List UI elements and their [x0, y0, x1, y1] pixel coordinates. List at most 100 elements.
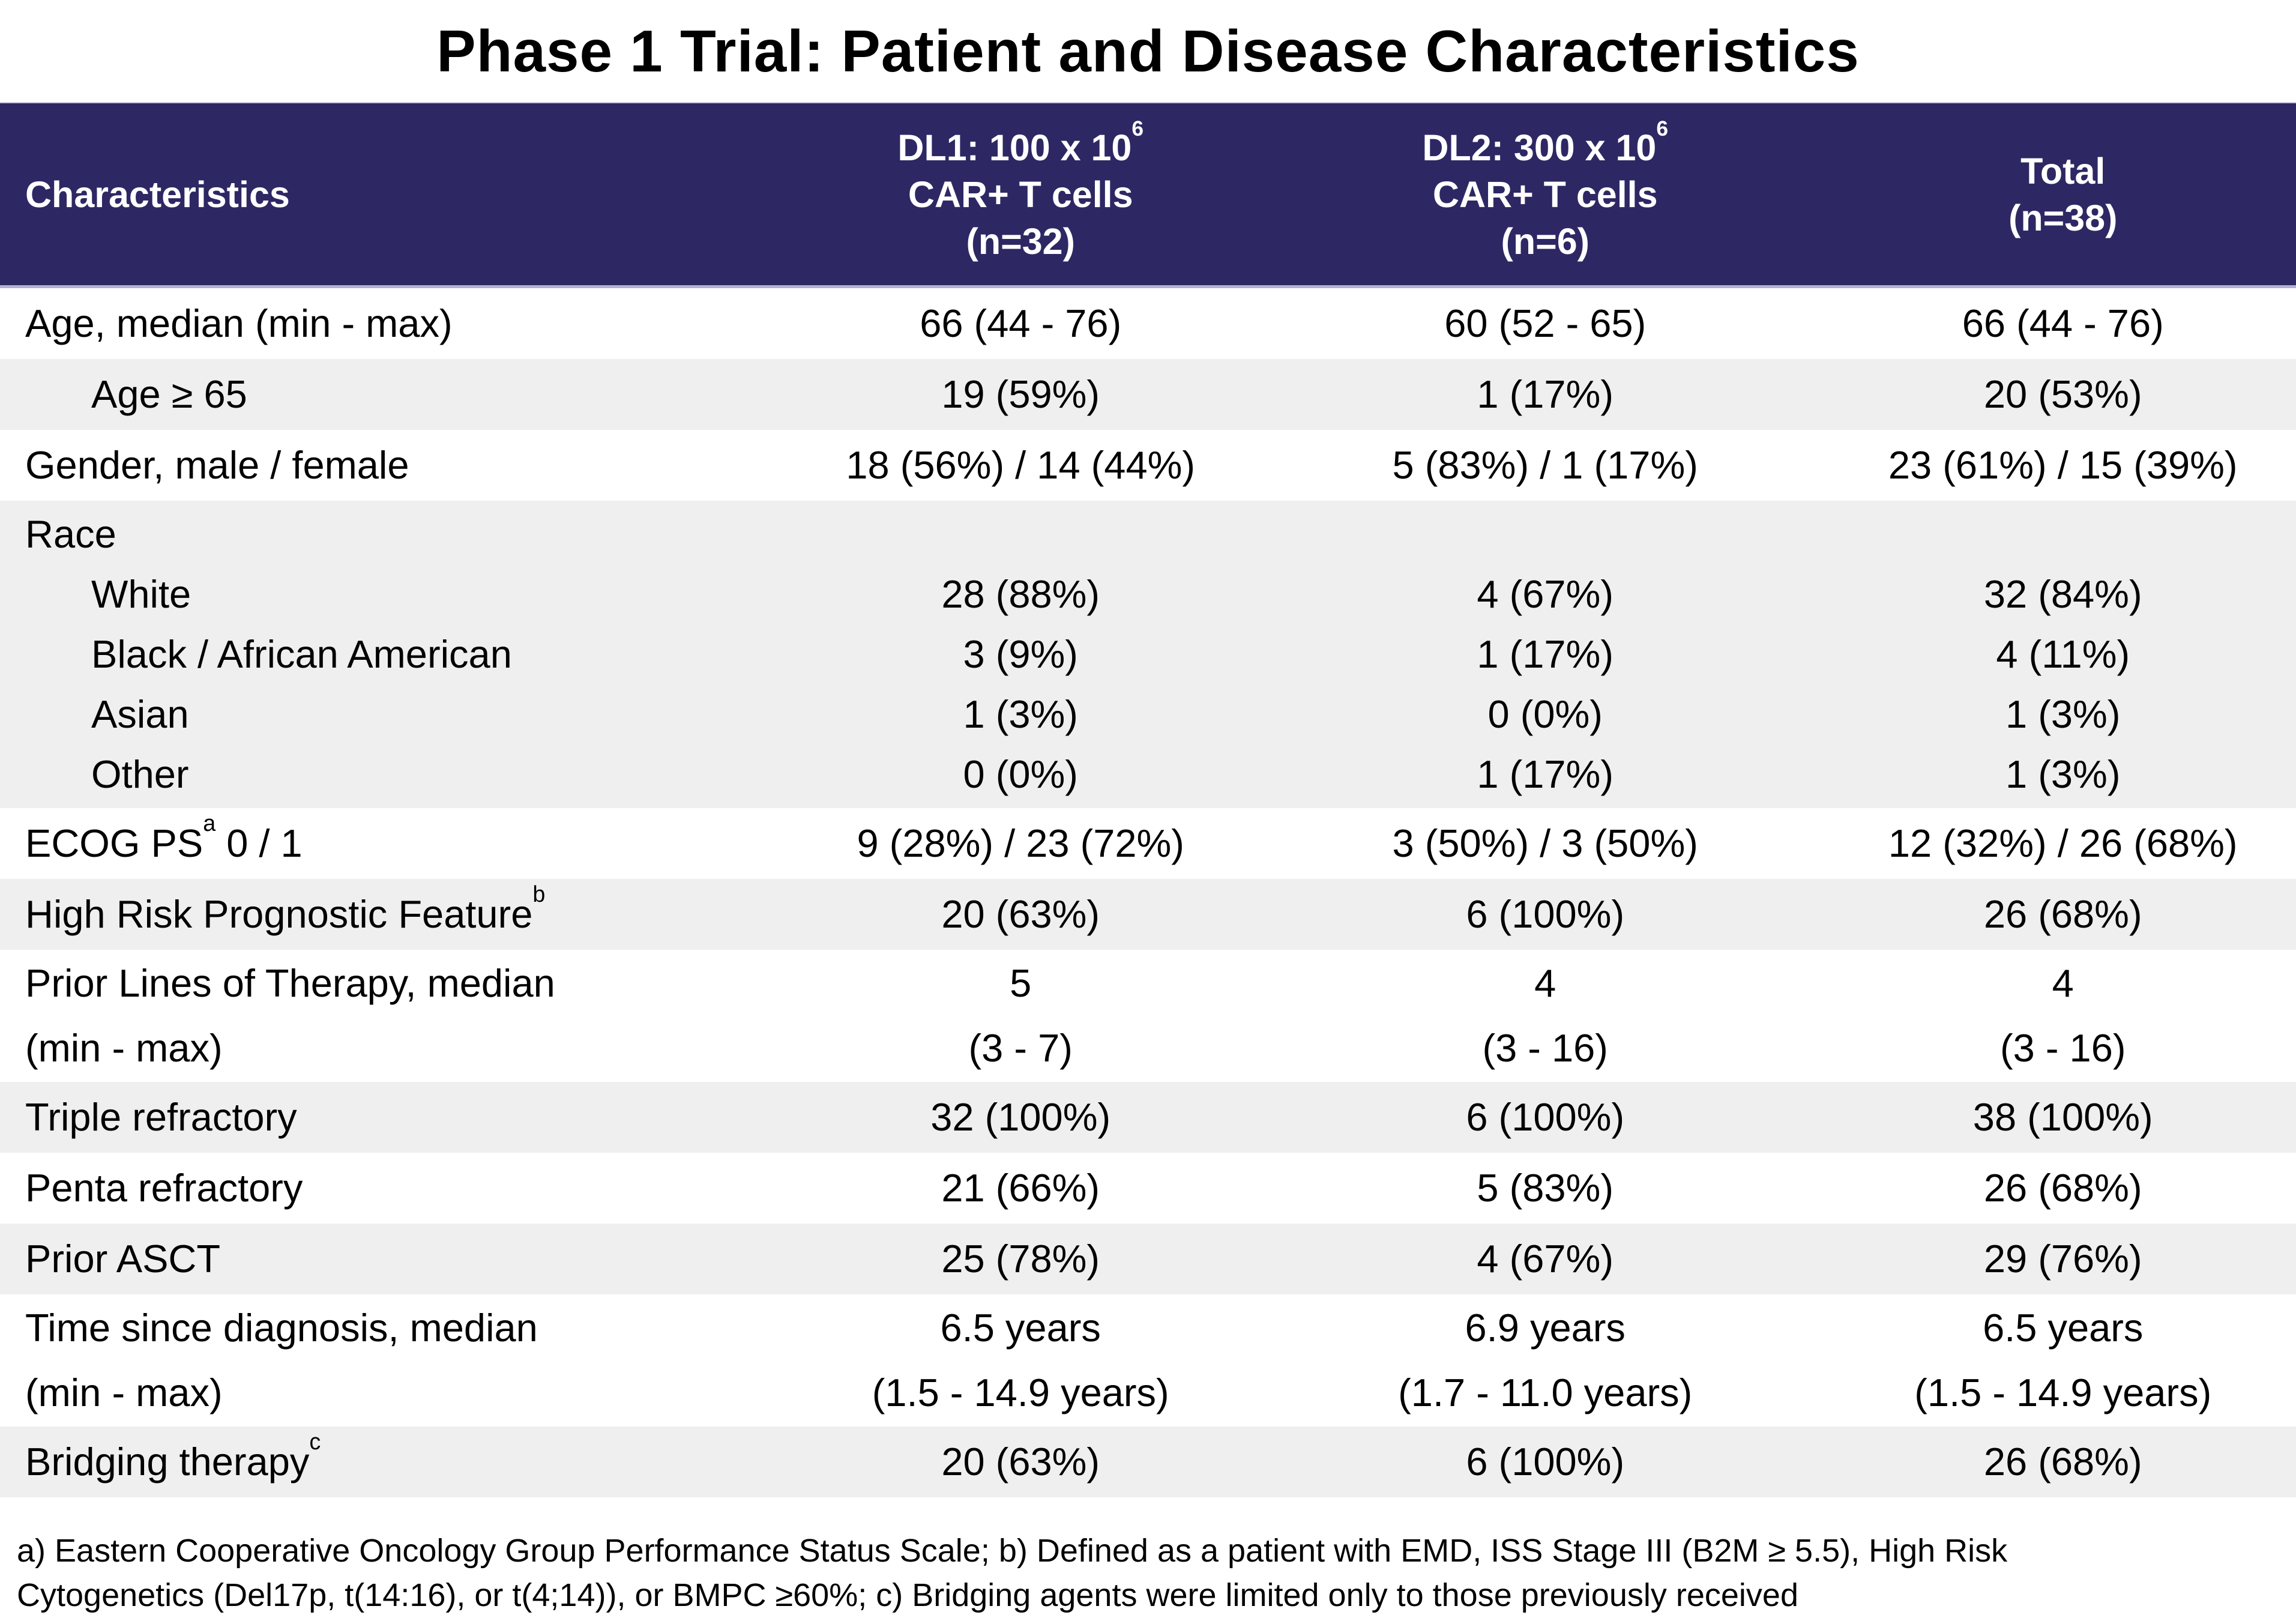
table-row-group: Race White 28 (88%) 4 (67%) 32 (84%) Black / … [0, 501, 2296, 808]
value-cell-dl1: 21 (66%) [781, 1156, 1261, 1221]
value-cell-dl2: 4 (67%) [1261, 1227, 1830, 1291]
value-line: 25 (78%) [941, 1237, 1100, 1281]
row-label: Prior ASCT [0, 1227, 781, 1291]
footnote-line: Cytogenetics (Del17p, t(14:16), or t(4;1… [17, 1577, 1798, 1613]
footnote-marker: 6 [1131, 116, 1144, 140]
table-row: Time since diagnosis, median (min - max) 6… [0, 1294, 2296, 1426]
value-cell-total: 6.5 years (1.5 - 14.9 years) [1830, 1296, 2296, 1425]
value-line: 12 (32%) / 26 (68%) [1888, 821, 2238, 865]
value-cell-dl1: 28 (88%) [941, 572, 1100, 616]
value-cell-dl2: 1 (17%) [1261, 362, 1830, 427]
value-cell-dl2: 6 (100%) [1261, 1429, 1830, 1494]
value-line: (3 - 16) [1482, 1026, 1608, 1070]
value-cell-dl2 [1261, 504, 1830, 564]
value-line: 6 (100%) [1466, 892, 1625, 936]
value-cell-dl2: 4 (3 - 16) [1261, 951, 1830, 1081]
value-line: 5 [1010, 961, 1032, 1005]
value-line: 1 (17%) [1477, 372, 1614, 416]
group-title-row: Race [0, 504, 2296, 564]
table-body: Age, median (min - max) 66 (44 - 76) 60 (5… [0, 288, 2296, 1497]
value-cell-dl1: 20 (63%) [781, 1429, 1261, 1494]
value-line: 66 (44 - 76) [1962, 301, 2164, 345]
row-label: Gender, male / female [0, 433, 781, 498]
value-line: 29 (76%) [1983, 1237, 2142, 1281]
value-line: (1.5 - 14.9 years) [1914, 1371, 2212, 1414]
value-line: 26 (68%) [1983, 1166, 2142, 1210]
row-label-line: ECOG PSa 0 / 1 [25, 810, 303, 865]
header-cell-total: Total (n=38) [1830, 103, 2296, 285]
header-cell-line: CAR+ T cells [1432, 174, 1658, 215]
value-cell-dl1: 20 (63%) [781, 882, 1261, 947]
value-line: 4 (67%) [1477, 1237, 1614, 1281]
header-cell-characteristics: Characteristics [0, 103, 781, 285]
value-cell-total: 20 (53%) [1830, 362, 2296, 427]
value-cell-total: 23 (61%) / 15 (39%) [1830, 433, 2296, 498]
value-cell-dl2: 6 (100%) [1261, 1085, 1830, 1150]
table-row: Age ≥ 65 19 (59%) 1 (17%) 20 (53%) [0, 359, 2296, 430]
value-line: 6.5 years [1983, 1306, 2144, 1350]
value-cell-dl2: 6.9 years (1.7 - 11.0 years) [1261, 1296, 1830, 1425]
row-label-line: Time since diagnosis, median [25, 1306, 538, 1350]
row-label: Penta refractory [0, 1156, 781, 1221]
value-cell-dl1: 6.5 years (1.5 - 14.9 years) [781, 1296, 1261, 1425]
table-row: Penta refractory 21 (66%) 5 (83%) 26 (68%) [0, 1153, 2296, 1224]
row-label: Bridging therapyc [0, 1429, 781, 1494]
table-row: Triple refractory 32 (100%) 6 (100%) 38 (10… [0, 1082, 2296, 1153]
value-cell-dl1: 3 (9%) [963, 632, 1078, 676]
value-cell-dl2: 1 (17%) [1477, 632, 1614, 676]
row-label-line: High Risk Prognostic Featureb [25, 881, 546, 936]
row-label: Black / African American [91, 632, 512, 676]
value-cell-dl2: 0 (0%) [1487, 692, 1603, 736]
table-row: Other 0 (0%) 1 (17%) 1 (3%) [0, 744, 2296, 804]
value-line: 3 (50%) / 3 (50%) [1392, 821, 1698, 865]
header-cell-dl2: DL2: 300 x 106 CAR+ T cells (n=6) [1261, 103, 1830, 285]
value-cell-dl1: 32 (100%) [781, 1085, 1261, 1150]
footnote: a) Eastern Cooperative Oncology Group Pe… [0, 1497, 2296, 1617]
value-cell-dl2: 4 (67%) [1477, 572, 1614, 616]
row-label: White [91, 572, 191, 616]
row-label: Other [91, 752, 189, 796]
value-cell-dl1: 19 (59%) [781, 362, 1261, 427]
table-row: Age, median (min - max) 66 (44 - 76) 60 (5… [0, 288, 2296, 359]
value-line: 18 (56%) / 14 (44%) [846, 443, 1196, 487]
row-label: Race [25, 512, 116, 556]
value-line: 19 (59%) [941, 372, 1100, 416]
header-cell-line: CAR+ T cells [908, 174, 1133, 215]
row-label: Age, median (min - max) [0, 291, 781, 356]
value-line: 66 (44 - 76) [920, 301, 1122, 345]
table-row: Black / African American 3 (9%) 1 (17%) 4 (… [0, 624, 2296, 684]
value-cell-total: 66 (44 - 76) [1830, 291, 2296, 356]
value-line: 4 [2052, 961, 2074, 1005]
value-line: 20 (63%) [941, 1440, 1100, 1484]
value-line: 6.9 years [1465, 1306, 1626, 1350]
value-line: 6 (100%) [1466, 1440, 1625, 1484]
value-line: 20 (63%) [941, 892, 1100, 936]
row-label: ECOG PSa 0 / 1 [0, 811, 781, 876]
value-cell-total: 32 (84%) [1983, 572, 2142, 616]
row-label: Time since diagnosis, median (min - max) [0, 1296, 781, 1425]
value-line: (1.7 - 11.0 years) [1398, 1371, 1693, 1414]
row-label-line: Penta refractory [25, 1166, 303, 1210]
value-cell-dl1: 18 (56%) / 14 (44%) [781, 433, 1261, 498]
footnote-marker: b [532, 881, 546, 907]
row-label-line: Prior Lines of Therapy, median [25, 961, 555, 1005]
header-cell-dl1: DL1: 100 x 106 CAR+ T cells (n=32) [781, 103, 1261, 285]
row-label: Asian [91, 692, 189, 736]
value-cell-dl1 [781, 504, 1261, 564]
table-row: White 28 (88%) 4 (67%) 32 (84%) [0, 564, 2296, 624]
value-line: 38 (100%) [1972, 1095, 2153, 1139]
header-cell-line: DL2: 300 x 106 [1422, 116, 1669, 168]
value-cell-total: 29 (76%) [1830, 1227, 2296, 1291]
value-cell-dl1: 66 (44 - 76) [781, 291, 1261, 356]
value-line: 23 (61%) / 15 (39%) [1888, 443, 2238, 487]
header-cell-line: Total [2020, 150, 2106, 192]
table-row: Gender, male / female 18 (56%) / 14 (44%)… [0, 430, 2296, 501]
value-line: 26 (68%) [1983, 892, 2142, 936]
row-label-line: Age, median (min - max) [25, 301, 453, 345]
row-label: Triple refractory [0, 1085, 781, 1150]
value-cell-dl1: 9 (28%) / 23 (72%) [781, 811, 1261, 876]
value-cell-dl1: 0 (0%) [963, 752, 1078, 796]
value-cell-dl2: 5 (83%) / 1 (17%) [1261, 433, 1830, 498]
value-cell-total: 4 (3 - 16) [1830, 951, 2296, 1081]
footnote-marker: 6 [1656, 116, 1669, 140]
